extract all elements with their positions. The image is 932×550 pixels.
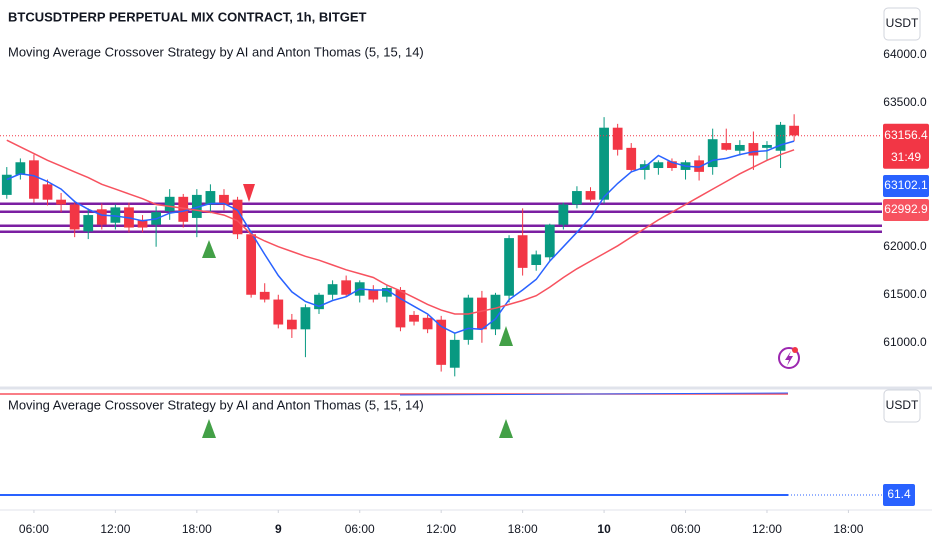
candle-body xyxy=(477,297,487,330)
lower-value-box xyxy=(883,484,915,506)
x-tick-label: 06:00 xyxy=(19,522,49,536)
candle-body xyxy=(42,184,53,200)
candle-body xyxy=(314,294,324,310)
candle-body xyxy=(286,319,297,330)
currency-button[interactable] xyxy=(883,7,921,41)
candle-body xyxy=(110,207,121,223)
ma-price-box xyxy=(883,175,929,197)
buy-arrow xyxy=(499,419,513,438)
candle-body xyxy=(463,297,474,340)
x-tick-label: 18:00 xyxy=(182,522,212,536)
candle-body xyxy=(599,127,609,200)
x-tick-label: 12:00 xyxy=(426,522,456,536)
alert-icon-bolt[interactable] xyxy=(785,351,793,366)
candle-body xyxy=(56,199,66,205)
candle-body xyxy=(694,160,704,172)
x-tick-label: 06:00 xyxy=(345,522,375,536)
candle-body xyxy=(558,204,569,225)
x-tick-label: 18:00 xyxy=(508,522,538,536)
x-tick-label: 9 xyxy=(275,522,282,536)
candle-body xyxy=(137,219,148,228)
candle-body xyxy=(83,215,94,232)
candle-body xyxy=(205,191,216,205)
candle-body xyxy=(490,294,501,330)
alert-icon[interactable] xyxy=(778,347,800,369)
candle-body xyxy=(300,307,311,330)
lower-currency-button[interactable] xyxy=(883,389,921,423)
countdown: 31:49 xyxy=(891,150,921,164)
y-tick-label: 61500.0 xyxy=(883,287,927,301)
candle-body xyxy=(517,235,528,268)
candle-body xyxy=(232,199,243,235)
lower-value-label: 61.4 xyxy=(887,487,911,501)
candle-body xyxy=(96,209,107,225)
lower-line xyxy=(399,392,789,396)
candle-body xyxy=(368,289,379,300)
x-tick-label: 12:00 xyxy=(752,522,782,536)
candle-body xyxy=(409,314,419,322)
candle-body xyxy=(653,162,664,169)
candle-body xyxy=(436,319,447,365)
candle-body xyxy=(531,254,542,265)
candle-body xyxy=(789,125,800,136)
candle-body xyxy=(775,124,786,151)
candle-body xyxy=(734,144,745,151)
moving-average xyxy=(6,139,795,315)
candle-body xyxy=(15,162,26,175)
currency[interactable]: USDT xyxy=(886,16,919,30)
candle-body xyxy=(585,191,596,200)
candle-body xyxy=(259,291,270,300)
candle-body xyxy=(572,191,582,205)
chart-title: BTCUSDTPERP PERPETUAL MIX CONTRACT, 1h, … xyxy=(8,9,367,24)
candle-body xyxy=(612,127,623,150)
y-tick-label: 64000.0 xyxy=(883,47,927,61)
candle-body xyxy=(273,299,284,325)
candle-body xyxy=(544,224,555,258)
candle-body xyxy=(449,339,460,368)
candle-body xyxy=(219,194,229,205)
candle-body xyxy=(762,144,772,148)
candle-body xyxy=(178,196,189,222)
candle-body xyxy=(422,317,433,330)
candle-body xyxy=(29,160,39,199)
sell-arrow xyxy=(243,184,255,202)
candle-body xyxy=(748,143,759,156)
candle-body xyxy=(1,174,12,195)
ma-price-label: 62992.9 xyxy=(884,202,928,216)
alert-dot xyxy=(792,347,798,353)
chart-subtitle: Moving Average Crossover Strategy by AI … xyxy=(8,44,424,59)
candle-body xyxy=(246,234,257,295)
candle-body xyxy=(191,194,202,218)
buy-arrow xyxy=(202,419,216,438)
candle-body xyxy=(721,143,732,150)
candle-body xyxy=(69,204,80,230)
candle-body xyxy=(626,147,637,170)
x-tick-label: 12:00 xyxy=(100,522,130,536)
candle-body xyxy=(707,139,718,168)
x-tick-label: 06:00 xyxy=(671,522,701,536)
x-tick-label: 18:00 xyxy=(833,522,863,536)
y-tick-label: 62000.0 xyxy=(883,239,927,253)
candle-body xyxy=(164,196,175,212)
moving-average xyxy=(6,140,795,335)
candle-body xyxy=(667,161,677,169)
candle-body xyxy=(381,288,392,297)
lower-pane-title: Moving Average Crossover Strategy by AI … xyxy=(8,397,424,412)
candle-body xyxy=(327,284,338,295)
buy-arrow xyxy=(202,240,216,258)
last-price-label: 63156.4 xyxy=(884,128,928,142)
candle-body xyxy=(504,238,514,296)
last-price-box xyxy=(883,123,929,169)
x-tick-label: 10 xyxy=(597,522,611,536)
y-tick-label: 63500.0 xyxy=(883,95,927,109)
buy-arrow xyxy=(499,326,513,346)
lower-currency[interactable]: USDT xyxy=(886,398,919,412)
ma-price-box xyxy=(883,199,929,221)
y-tick-label: 61000.0 xyxy=(883,335,927,349)
candle-body xyxy=(341,280,352,295)
ma-price-label: 63102.1 xyxy=(884,178,928,192)
candle-body xyxy=(395,289,406,328)
